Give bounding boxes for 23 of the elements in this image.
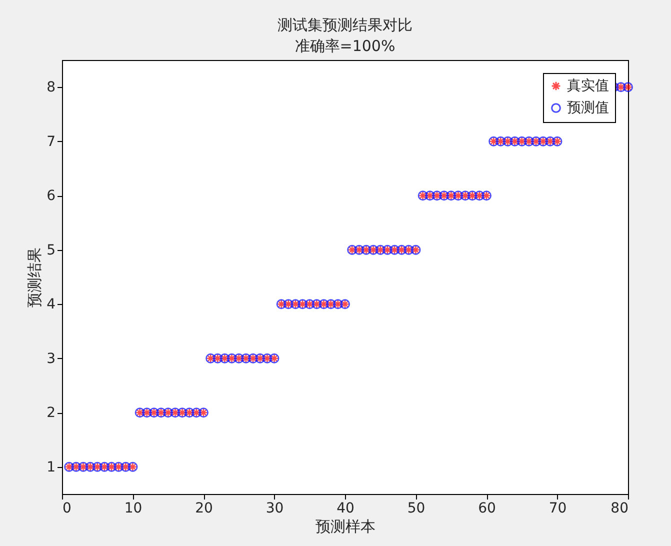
legend-label: 预测值 — [567, 100, 609, 116]
y-tick-label: 7 — [46, 134, 56, 150]
chart-subtitle: 准确率=100% — [294, 37, 396, 55]
y-tick-label: 6 — [46, 188, 56, 204]
y-tick-label: 5 — [46, 242, 56, 258]
x-axis-title: 预测样本 — [316, 518, 376, 536]
x-tick-label: 0 — [62, 500, 72, 516]
y-tick-label: 4 — [46, 296, 56, 313]
x-tick-label: 70 — [548, 500, 567, 516]
x-tick-label: 10 — [124, 500, 142, 516]
chart-title: 测试集预测结果对比 — [278, 16, 412, 34]
x-tick-label: 40 — [336, 500, 354, 516]
legend-label: 真实值 — [567, 78, 609, 94]
y-axis-title: 预测结果 — [26, 248, 44, 308]
x-tick-label: 80 — [610, 500, 628, 516]
y-tick-label: 3 — [46, 350, 56, 367]
x-tick-label: 30 — [266, 500, 284, 516]
y-tick-label: 2 — [46, 405, 56, 422]
x-tick-label: 60 — [478, 500, 496, 516]
y-tick-label: 1 — [46, 459, 56, 476]
x-tick-label: 20 — [195, 500, 213, 516]
y-tick-label: 8 — [46, 80, 56, 96]
x-tick-label: 50 — [407, 500, 426, 516]
